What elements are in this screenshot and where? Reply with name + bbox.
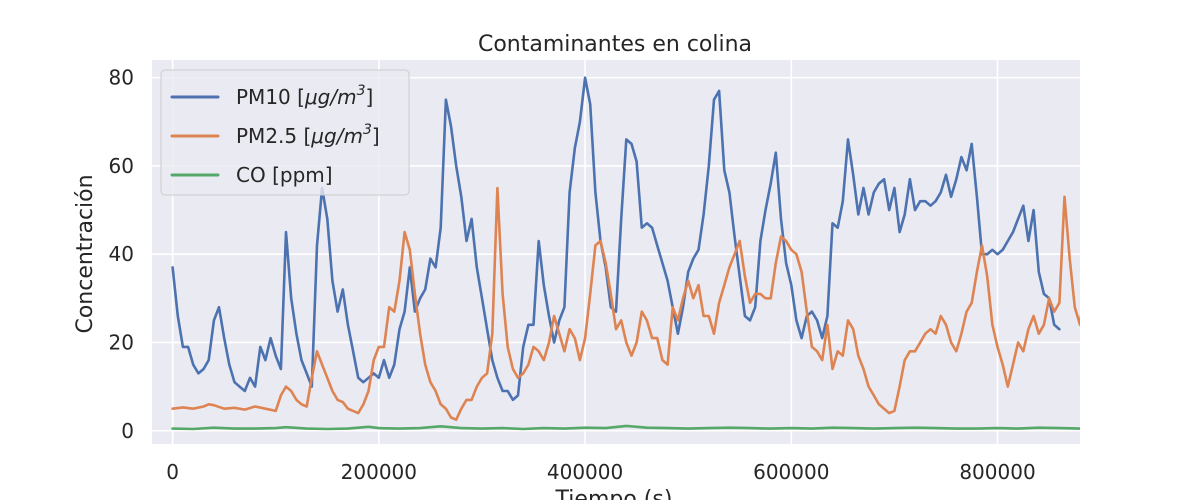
- series-line-1: [171, 186, 1080, 422]
- x-tick-label: 800000: [959, 460, 1035, 484]
- series-line-2: [171, 424, 1080, 431]
- x-tick-label: 600000: [753, 460, 829, 484]
- ticks: 0 200000 400000 600000 800000 0 20 40 60 80: [109, 66, 1036, 484]
- legend-entry-label: CO [ppm]: [236, 163, 333, 187]
- y-tick-label: 60: [109, 154, 134, 178]
- y-tick-label: 40: [109, 242, 134, 266]
- legend-entry-unit: μg/m: [310, 124, 363, 148]
- legend-entry-close: ]: [372, 124, 380, 148]
- series-line-0: [171, 76, 1061, 402]
- y-tick-label: 80: [109, 66, 134, 90]
- legend-entry-label: PM10 [: [236, 85, 305, 109]
- legend: PM10 [μg/m3]PM2.5 [μg/m3]CO [ppm]: [160, 69, 410, 196]
- y-tick-label: 20: [109, 330, 134, 354]
- legend-entry-close: ]: [366, 85, 374, 109]
- legend-entry-unit: μg/m: [304, 85, 357, 109]
- x-tick-label: 200000: [341, 460, 417, 484]
- series-layer: [171, 76, 1080, 431]
- legend-box: [160, 69, 410, 196]
- x-tick-label: 0: [166, 460, 179, 484]
- y-axis-label: Concentración: [73, 174, 98, 333]
- y-tick-label: 0: [121, 419, 134, 443]
- x-axis-label: Tiempo (s): [555, 487, 673, 500]
- legend-entry: PM10 [μg/m3]: [236, 83, 373, 109]
- legend-entry-superscript: 3: [363, 122, 372, 138]
- legend-entry: CO [ppm]: [236, 163, 333, 187]
- legend-entry-label: PM2.5 [: [236, 124, 311, 148]
- legend-entry: PM2.5 [μg/m3]: [236, 122, 380, 148]
- legend-entry-superscript: 3: [357, 83, 366, 99]
- chart-title: Contaminantes en colina: [478, 32, 752, 57]
- x-tick-label: 400000: [547, 460, 623, 484]
